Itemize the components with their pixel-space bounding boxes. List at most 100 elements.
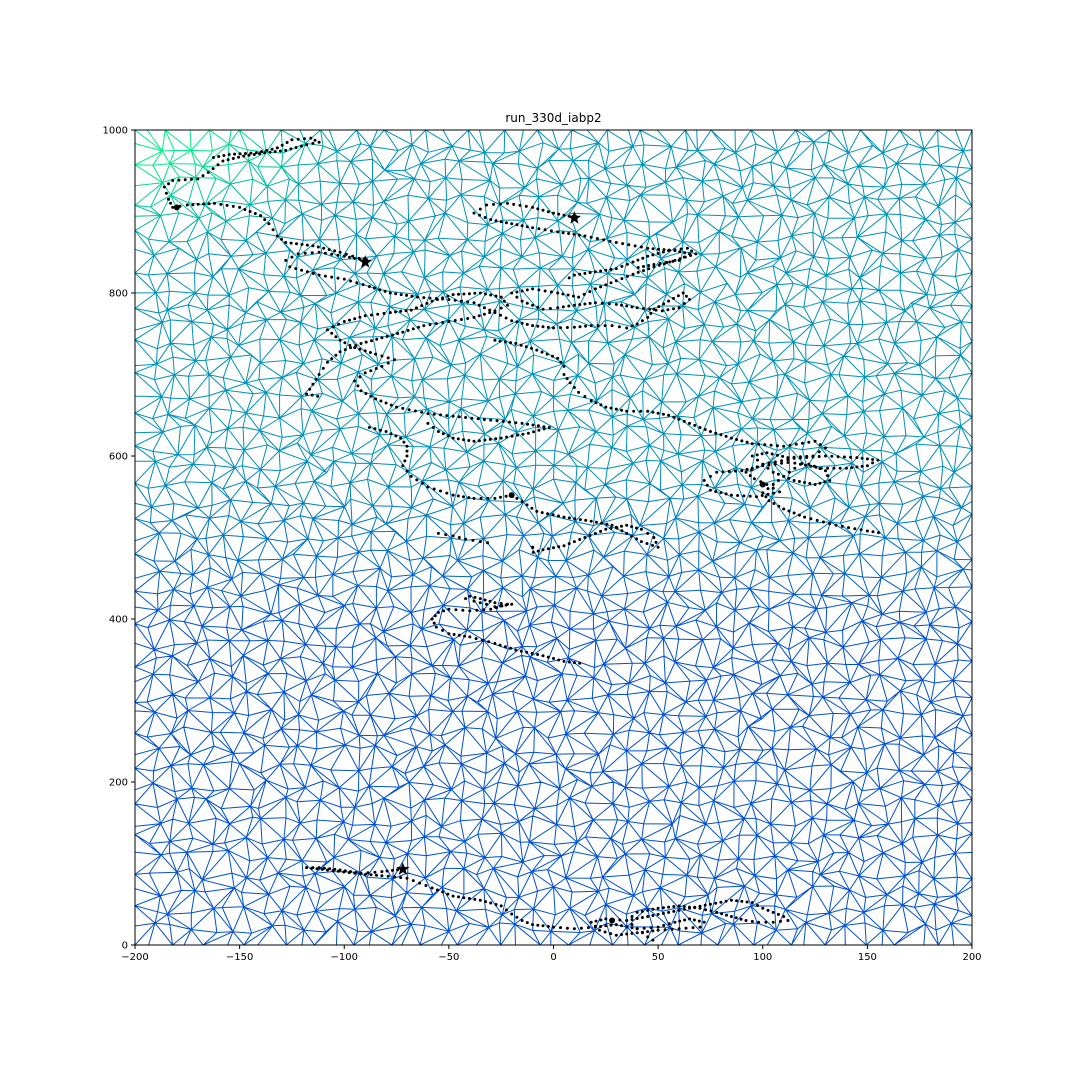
track-point [369,394,373,398]
track-point [472,439,476,443]
track-point [635,322,639,326]
track-point [382,311,386,315]
track-point [635,526,638,530]
track-point [817,455,821,458]
track-point [656,928,660,932]
track-point [656,906,660,910]
mesh-edges-11 [248,130,267,162]
mesh-edges-170 [157,570,938,594]
track-point [667,910,671,914]
track-point [512,202,516,206]
track-point [625,262,629,266]
mesh-edges-142 [240,519,924,544]
track-point [607,302,611,306]
track-point [654,540,658,544]
track-point [546,512,550,516]
track-point [499,306,503,310]
track-point [385,869,389,873]
track-point [431,426,435,429]
track-point [478,291,482,295]
mesh-edges-15 [198,130,306,219]
track-point [604,283,608,287]
x-axis: −200 −150 −100 −50 0 50 100 150 200 [121,945,982,963]
track-point [499,436,503,440]
track-point [692,918,696,922]
mesh-edges-52 [169,163,196,179]
mesh-edges-140 [171,513,972,527]
track-point [761,462,765,466]
track-point [531,423,535,427]
track-point [396,868,400,872]
track-1 [472,201,691,269]
track-point [510,434,514,438]
track-point [531,923,535,927]
mesh-edges-27 [277,130,371,237]
track-point [478,597,482,601]
mesh-edges-77 [267,178,290,187]
track-point [683,918,687,922]
track-point [734,916,738,920]
track-point [525,225,529,229]
track-point [688,421,691,425]
track-point [724,492,728,496]
track-point [572,927,576,931]
track-point [498,339,502,343]
track-point [454,608,458,612]
mesh-edges-86 [187,202,200,219]
track-point [447,320,451,323]
track-point [238,205,242,209]
track-point [542,427,546,431]
track-point [336,253,340,257]
track-point [559,326,562,330]
track-point [290,138,294,142]
track-point [472,211,476,215]
track-point [525,921,529,925]
track-point [464,416,468,419]
track-point [625,326,629,330]
mesh-edges-184 [135,602,668,629]
track-point [514,342,518,345]
track-point [536,305,540,309]
mesh-edges-185 [135,602,972,633]
track-point [646,908,650,912]
track-point [859,528,863,532]
track-point [348,255,351,259]
track-point [688,298,691,301]
track-point [729,915,733,918]
track-point [775,444,779,448]
track-point [501,419,505,423]
mesh-edges-133 [209,495,972,524]
track-point [487,640,491,644]
track-point [206,170,210,174]
track-point [509,646,513,650]
track-point [164,191,168,195]
track-point [588,290,592,294]
track-point [416,295,419,299]
track-point [651,938,655,942]
track-point [767,461,771,465]
track-point [614,933,618,937]
track-point [263,151,267,155]
track-point [797,480,801,483]
track-point [441,296,445,300]
track-point [504,316,508,320]
track-point [656,925,660,929]
track-point [630,305,634,309]
track-point [526,422,530,426]
track-point [485,602,488,606]
track-point [697,919,701,923]
track-point [473,595,477,599]
track-point [567,516,571,520]
track-point [531,287,535,291]
track-point [559,360,563,364]
mesh-edges-18 [207,130,321,233]
track-point [792,511,796,515]
track-point [334,353,338,357]
track-point [542,425,546,429]
track-point [620,529,624,533]
mesh-edges-141 [240,514,972,535]
track-point [389,403,393,407]
mesh-edges-81 [249,183,299,219]
track-point [642,926,646,930]
track-point [217,155,221,158]
